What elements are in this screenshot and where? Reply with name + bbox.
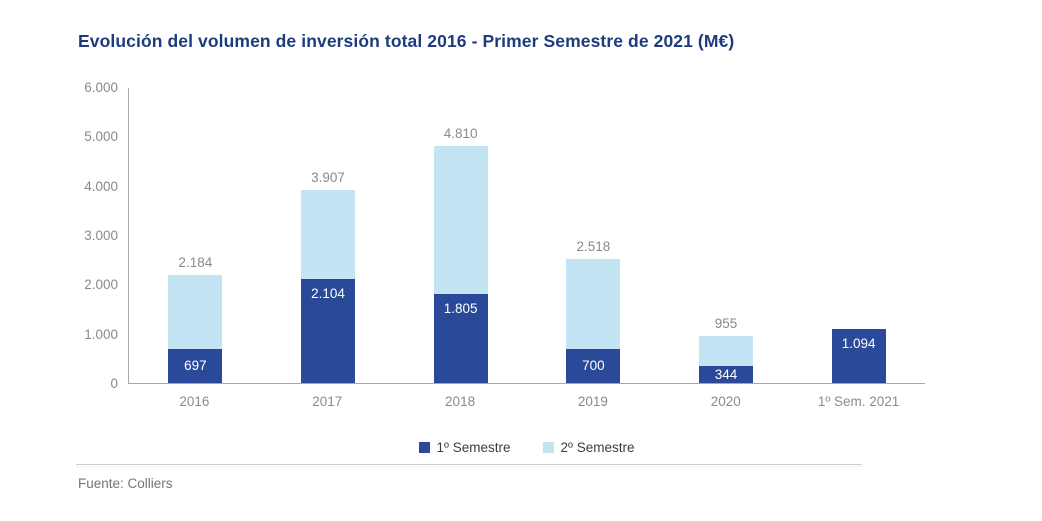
bar-column: 1.094 xyxy=(792,88,925,383)
bar-segment-2-semestre xyxy=(699,335,754,366)
y-tick-label: 0 xyxy=(110,376,118,391)
plot-area: 2.184 697 3.907 2.104 4.810 1.805 2.518 700 955 3… xyxy=(128,88,925,384)
x-tick-label: 2017 xyxy=(312,394,343,409)
x-tick-label: 1º Sem. 2021 xyxy=(817,394,900,409)
y-axis-labels: 6.000 5.000 4.000 3.000 2.000 1.000 0 xyxy=(40,80,118,391)
legend-label: 2º Semestre xyxy=(560,440,635,455)
bar-segment-2-semestre xyxy=(566,258,621,349)
bar-column: 955 344 xyxy=(660,88,793,383)
legend-swatch-icon xyxy=(418,442,430,453)
legend-item-2-semestre: 2º Semestre xyxy=(542,440,635,455)
legend-item-1-semestre: 1º Semestre xyxy=(418,440,511,455)
bar-total-label: 2.518 xyxy=(576,238,611,254)
x-tick-label: 2019 xyxy=(577,394,608,409)
bar-value-label: 1.094 xyxy=(841,336,876,351)
y-tick-label: 3.000 xyxy=(84,228,118,243)
x-tick-label: 2018 xyxy=(445,394,476,409)
bar-column: 4.810 1.805 xyxy=(394,88,527,383)
bar-segment-2-semestre xyxy=(168,275,223,349)
bar-stack: 3.907 2.104 xyxy=(301,170,355,383)
legend: 1º Semestre 2º Semestre xyxy=(128,440,925,455)
y-tick-label: 2.000 xyxy=(84,277,118,293)
footer-divider xyxy=(76,464,862,467)
bar-total-label: 2.184 xyxy=(178,255,213,271)
bar-segment-1-semestre: 2.104 xyxy=(301,279,355,383)
bar-column: 2.518 700 xyxy=(527,88,660,383)
chart-title: Evolución del volumen de inversión total… xyxy=(78,31,735,51)
y-tick-label: 6.000 xyxy=(84,80,118,95)
bar-segment-1-semestre: 700 xyxy=(566,348,621,383)
bar-segment-1-semestre: 697 xyxy=(168,348,223,383)
x-tick-label: 2020 xyxy=(710,394,741,409)
x-tick-label: 2016 xyxy=(179,394,210,409)
bar-stack: 1.094 xyxy=(831,329,886,383)
bar-value-label: 2.104 xyxy=(311,286,345,302)
bar-value-label: 344 xyxy=(714,366,738,382)
bar-value-label: 700 xyxy=(582,358,605,373)
bar-stack: 4.810 1.805 xyxy=(433,126,488,383)
legend-label: 1º Semestre xyxy=(436,440,511,455)
source-note: Fuente: Colliers xyxy=(78,476,173,491)
bar-segment-1-semestre: 344 xyxy=(699,366,754,383)
bar-value-label: 697 xyxy=(184,358,207,374)
bar-total-label: 3.907 xyxy=(311,170,345,186)
bar-segment-2-semestre xyxy=(433,145,488,294)
y-tick-label: 5.000 xyxy=(84,129,118,145)
bar-total-label: 955 xyxy=(714,315,738,331)
bar-column: 2.184 697 xyxy=(129,88,262,383)
bar-total-label: 4.810 xyxy=(443,125,478,141)
legend-swatch-icon xyxy=(542,442,554,453)
bar-stack: 2.184 697 xyxy=(168,255,223,383)
bar-stack: 955 344 xyxy=(699,316,754,383)
bar-stack: 2.518 700 xyxy=(566,239,621,383)
bar-segment-1-semestre: 1.094 xyxy=(831,329,886,383)
x-axis-labels: 2016 2017 2018 2019 2020 1º Sem. 2021 xyxy=(128,394,925,409)
bar-segment-2-semestre xyxy=(301,190,355,280)
bar-column: 3.907 2.104 xyxy=(262,88,395,383)
y-tick-label: 4.000 xyxy=(84,178,118,194)
y-tick-label: 1.000 xyxy=(84,326,118,342)
bar-segment-1-semestre: 1.805 xyxy=(433,294,488,383)
bar-value-label: 1.805 xyxy=(443,301,478,316)
